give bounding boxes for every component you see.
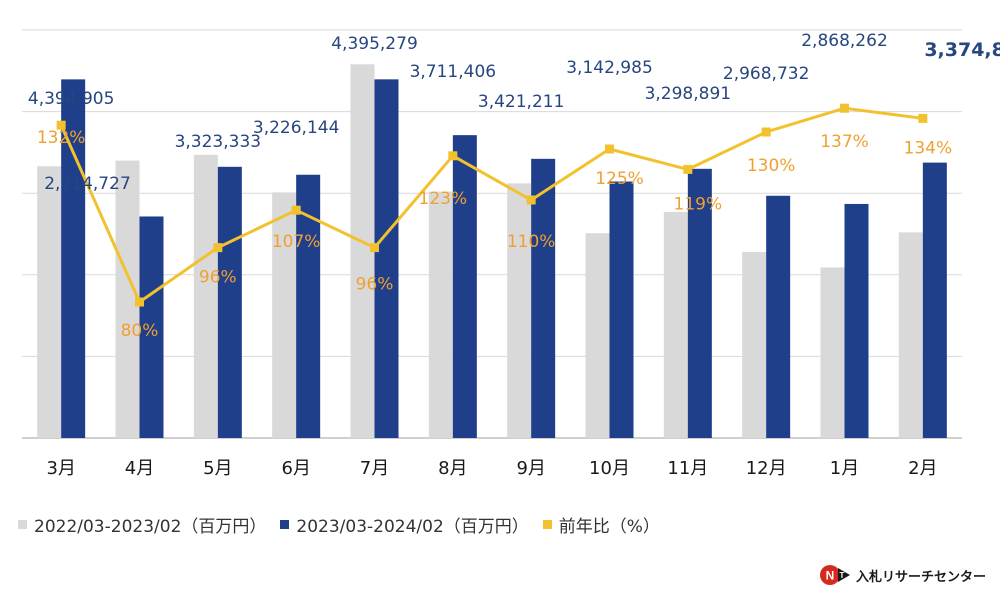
value-label: 3,226,144 [253,118,340,138]
ratio-label: 137% [820,132,869,152]
value-label: 2,968,732 [723,64,810,84]
ratio-point [56,120,66,130]
x-tick-label: 5月 [203,458,232,479]
ratio-label: 80% [121,321,159,341]
legend-swatch-curr [280,520,290,529]
bar-prev [820,267,845,438]
ratio-point [683,164,693,174]
bar-curr [452,135,477,438]
value-label: 3,142,985 [566,58,653,78]
value-label: 3,421,211 [478,92,565,112]
bar-prev [507,183,532,438]
x-tick-label: 3月 [46,458,75,479]
brand-name: 入札リサーチセンター [855,569,986,585]
x-tick-label: 6月 [281,458,310,479]
bar-curr [922,162,947,438]
x-tick-label: 12月 [746,458,787,479]
bar-prev [663,211,688,438]
bar-curr [844,203,869,438]
ratio-point [370,243,379,253]
bar-prev [37,166,62,438]
bar-curr [609,181,634,439]
ratio-label: 96% [199,268,237,288]
ratio-point [605,144,614,154]
bar-curr [374,79,399,439]
value-label: 4,395,279 [331,34,418,54]
svg-text:T: T [840,571,845,580]
bar-curr [139,216,164,438]
ratio-point [526,195,536,205]
legend-swatch-ratio [542,520,552,529]
ratio-label: 123% [419,189,468,209]
bar-curr [61,79,86,438]
value-label: 3,711,406 [410,62,497,82]
ratio-point [761,127,771,137]
ratio-line [59,106,924,304]
bar-curr [687,168,712,439]
value-label: 2,868,262 [801,31,888,51]
ratio-label: 134% [904,138,953,158]
ratio-point [918,113,928,123]
bar-prev [428,191,453,438]
ratio-label: 96% [356,275,394,295]
bar-prev [898,232,923,438]
legend: 2022/03-2023/02（百万円） 2023/03-2024/02（百万円… [18,512,674,537]
x-tick-label: 2月 [908,458,937,479]
legend-label-prev: 2022/03-2023/02（百万円） [34,517,267,537]
ratio-label: 125% [595,169,644,189]
ratio-label: 107% [272,232,321,252]
brand-footer: N T 入札リサーチセンター [819,564,986,586]
svg-text:N: N [826,569,835,583]
value-label: 2,714,727 [44,174,131,194]
ratio-point [135,297,144,307]
value-label: 3,323,333 [175,132,262,152]
ratio-label: 130% [747,156,796,176]
x-tick-label: 11月 [667,458,708,479]
value-label: 3,298,891 [645,84,732,104]
value-label: 4,394,905 [28,89,115,109]
bar-prev [585,233,610,438]
bar-curr [766,195,791,438]
x-tick-label: 9月 [516,458,545,479]
legend-item-ratio: 前年比（%） [542,512,660,537]
x-tick-label: 8月 [438,458,467,479]
bar-prev [272,192,297,438]
x-tick-label: 4月 [125,458,154,479]
bar-prev [742,251,767,438]
nt-logo-icon: N T [819,565,850,585]
ratio-point [448,151,458,161]
bar-prev [193,154,218,438]
ratio-label: 119% [674,194,723,214]
ratio-label: 110% [507,232,556,252]
bar-curr [531,158,556,439]
ratio-label: 132% [37,128,86,148]
ratio-point [213,243,223,253]
legend-swatch-prev [18,520,27,529]
x-tick-label: 7月 [360,458,389,479]
x-tick-label: 1月 [830,458,859,479]
legend-item-curr: 2023/03-2024/02（百万円） [280,512,529,537]
legend-item-prev: 2022/03-2023/02（百万円） [18,512,266,537]
legend-label-ratio: 前年比（%） [558,517,660,537]
ratio-point [291,205,301,215]
x-tick-label: 10月 [589,458,630,479]
bar-curr [217,166,242,438]
ratio-point [840,103,849,113]
legend-label-curr: 2023/03-2024/02（百万円） [296,517,529,537]
value-label: 3,374,830 [924,39,1000,61]
